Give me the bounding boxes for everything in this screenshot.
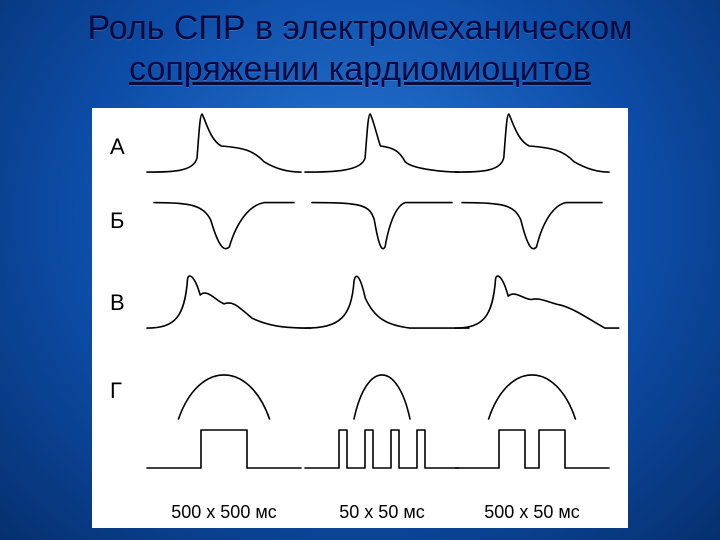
trace-contraction	[354, 375, 410, 419]
trace-contraction	[179, 375, 270, 419]
row-label: Б	[110, 208, 124, 233]
slide: { "title_line1": "Роль СПР в электромеха…	[0, 0, 720, 540]
column-axis-label: 50 х 50 мс	[339, 502, 424, 522]
trace-inward-current	[154, 203, 294, 249]
trace-stimulus	[305, 430, 459, 468]
title-line-1: Роль СПР в электромеханическом	[88, 9, 633, 47]
column-axis-label: 500 х 50 мс	[484, 502, 579, 522]
trace-stimulus	[455, 430, 609, 468]
trace-calcium-transient	[147, 276, 311, 328]
slide-title: Роль СПР в электромеханическом сопряжени…	[0, 8, 720, 90]
row-label: А	[110, 134, 125, 159]
trace-inward-current	[312, 203, 452, 249]
trace-contraction	[489, 375, 576, 419]
column-axis-label: 500 х 500 мс	[171, 502, 276, 522]
trace-calcium-transient	[305, 276, 469, 328]
trace-action-potential	[455, 114, 609, 172]
trace-action-potential	[147, 114, 301, 172]
figure-panel: А Б В Г 500 х 500 мс 50 х 50 мс 500 х 50 мс	[92, 108, 628, 528]
row-label: В	[110, 290, 125, 315]
trace-stimulus	[147, 430, 301, 468]
title-line-2: сопряжении кардиомиоцитов	[129, 50, 591, 88]
trace-inward-current	[462, 203, 602, 249]
row-label: Г	[110, 378, 122, 403]
figure-svg: А Б В Г 500 х 500 мс 50 х 50 мс 500 х 50 мс	[92, 108, 628, 528]
trace-calcium-transient	[455, 276, 619, 328]
trace-action-potential	[305, 114, 459, 172]
